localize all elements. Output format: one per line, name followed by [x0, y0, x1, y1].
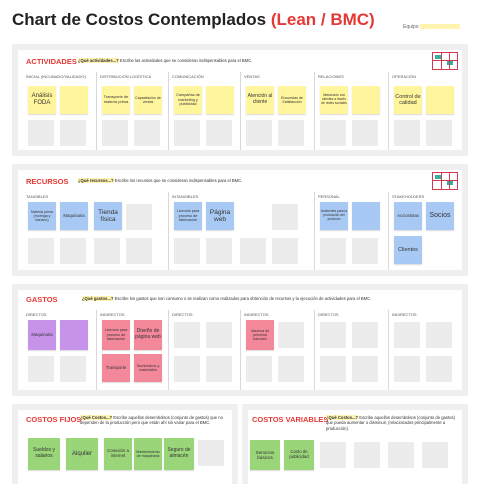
sticky-note[interactable]: Tienda física	[94, 202, 122, 230]
sticky-note[interactable]	[206, 86, 234, 114]
sticky-note[interactable]: Atención al cliente	[246, 86, 274, 114]
recursos-col-stakeholders: STAKEHOLDERS	[392, 194, 425, 199]
actividades-col-ventas: VENTAS	[244, 74, 260, 79]
costos-fijos-question: ¿Qué Costos...? Escribe aquellos desembo…	[80, 415, 223, 426]
sticky-note[interactable]	[60, 86, 88, 114]
gastos-board: GASTOS ¿Qué gastos...? Escribe los gasto…	[12, 284, 468, 396]
actividades-title: ACTIVIDADES	[26, 57, 77, 66]
sticky-note[interactable]: Servicios básicos	[250, 440, 280, 470]
sticky-note[interactable]: Accionistas	[394, 202, 422, 230]
sticky-note[interactable]: Diseño de página web	[134, 320, 162, 350]
recursos-col-personal: PERSONAL	[318, 194, 340, 199]
sticky-note[interactable]: Transporte de materia prima	[102, 86, 130, 114]
sticky-note[interactable]: Mantenimiento de maquinaria	[134, 438, 162, 470]
recursos-question: ¿Qué recursos...? Escribe los recursos q…	[78, 178, 243, 183]
recursos-col-tangibles: TANGIBLES	[26, 194, 49, 199]
costos-fijos-board: COSTOS FIJOS ¿Qué Costos...? Escribe aqu…	[12, 404, 238, 484]
grid-icon[interactable]	[432, 52, 458, 70]
costos-variables-title: COSTOS VARIABLES	[252, 415, 329, 424]
recursos-title: RECURSOS	[26, 177, 69, 186]
costos-variables-board: COSTOS VARIABLES ¿Qué Costos...? Escribe…	[242, 404, 468, 484]
gastos-question: ¿Qué gastos...? Escribe los gastos que s…	[82, 296, 372, 301]
recursos-col-intangibles: INTANGIBLES	[172, 194, 199, 199]
sticky-note[interactable]: Encuestas de Satisfacción	[278, 86, 306, 114]
gastos-col-indirectos-3: INDIRECTOS	[392, 312, 417, 317]
sticky-note[interactable]: Análisis FODA	[28, 86, 56, 114]
title-main: Chart de Costos Contemplados	[12, 10, 267, 29]
sticky-note[interactable]: Interacción con clientes a través de red…	[320, 86, 348, 114]
actividades-col-distribucion: DISTRIBUCIÓN LOGÍSTICA	[100, 74, 152, 79]
sticky-note[interactable]: Insumos de personal bancario	[246, 320, 274, 350]
sticky-note[interactable]	[60, 320, 88, 350]
sticky-note[interactable]	[352, 86, 380, 114]
sticky-note[interactable]: Licencia para proceso de fabricación	[102, 320, 130, 350]
gastos-col-indirectos-2: INDIRECTOS	[244, 312, 269, 317]
sticky-note[interactable]: Transporte	[102, 354, 130, 382]
sticky-note[interactable]: Maquinaria	[60, 202, 88, 230]
sticky-note[interactable]: Sueldos y salarios	[28, 438, 60, 470]
sticky-note[interactable]	[426, 86, 454, 114]
costos-fijos-title: COSTOS FIJOS	[26, 415, 82, 424]
sticky-note[interactable]: Licencia para proceso de fabricación	[174, 202, 202, 230]
title-accent: (Lean / BMC)	[270, 10, 375, 29]
equipo-label: Equipo	[403, 24, 419, 30]
actividades-col-comunicacion: COMUNICACIÓN	[172, 74, 204, 79]
gastos-title: GASTOS	[26, 295, 58, 304]
actividades-col-inicial: INICIAL (INCUBADO/VALIDADO)	[26, 74, 86, 79]
sticky-note[interactable]: Suministros y materiales	[134, 354, 162, 382]
recursos-board: RECURSOS ¿Qué recursos...? Escribe los r…	[12, 164, 468, 276]
sticky-note[interactable]: Costo de publicidad	[284, 440, 314, 470]
grid-icon[interactable]	[432, 172, 458, 190]
actividades-question: ¿Qué actividades...? Escribe las activid…	[78, 58, 253, 63]
sticky-note[interactable]: Control de calidad	[394, 86, 422, 114]
actividades-col-relaciones: RELACIONES	[318, 74, 344, 79]
sticky-note[interactable]: Materia prima (moringa y banano)	[28, 202, 56, 230]
sticky-note[interactable]: Asistentes para la producción del produc…	[320, 202, 348, 230]
sticky-note[interactable]: Socios	[426, 202, 454, 230]
gastos-col-directos-2: DIRECTOS	[172, 312, 193, 317]
sticky-note[interactable]: Maquinaria	[28, 320, 56, 350]
gastos-col-directos-1: DIRECTOS	[26, 312, 47, 317]
sticky-note[interactable]: Alquiler	[66, 438, 98, 470]
sticky-note[interactable]	[352, 202, 380, 230]
equipo-field[interactable]	[420, 24, 460, 29]
costos-variables-question: ¿Qué Costos...? Escribe aquellos desembo…	[326, 415, 455, 431]
sticky-note[interactable]: Clientes	[394, 236, 422, 264]
gastos-col-indirectos-1: INDIRECTOS	[100, 312, 125, 317]
sticky-note[interactable]: Conexión a internet	[104, 438, 132, 470]
actividades-col-operacion: OPERACIÓN	[392, 74, 417, 79]
sticky-note[interactable]: Capacitación de ventas	[134, 86, 162, 114]
sticky-note[interactable]: Seguro de almacén	[164, 438, 194, 470]
gastos-col-directos-3: DIRECTOS	[318, 312, 339, 317]
sticky-note[interactable]: Página web	[206, 202, 234, 230]
actividades-board: ACTIVIDADES ¿Qué actividades...? Escribe…	[12, 44, 468, 156]
sticky-note[interactable]: Campañas de marketing y publicidad	[174, 86, 202, 114]
page-title: Chart de Costos Contemplados (Lean / BMC…	[12, 10, 375, 36]
